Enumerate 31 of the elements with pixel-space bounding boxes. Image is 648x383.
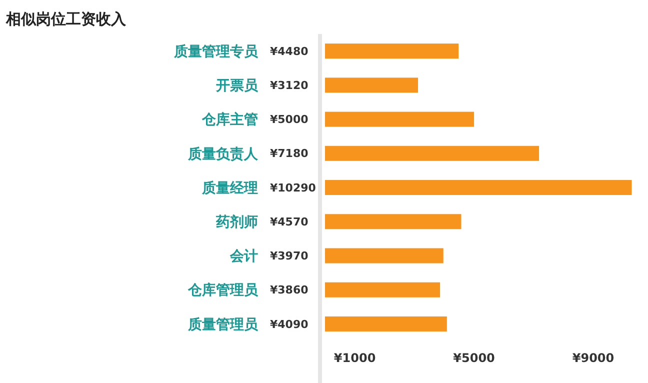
x-tick-label: ¥1000 xyxy=(334,351,376,366)
data-label: ¥3970 xyxy=(270,250,309,263)
data-label: ¥4090 xyxy=(270,318,309,331)
data-label: ¥5000 xyxy=(270,113,309,126)
bar xyxy=(325,248,444,264)
bar xyxy=(325,146,540,161)
y-tick-label: 质量管理员 xyxy=(187,316,259,333)
text: 相似岗位工资收入 xyxy=(5,10,127,28)
bar xyxy=(325,214,462,230)
data-label: ¥10290 xyxy=(270,181,316,194)
y-tick-label: 药剂师 xyxy=(215,214,258,231)
bar xyxy=(325,112,474,127)
y-tick-label: 会计 xyxy=(229,248,258,265)
y-tick-label: 仓库主管 xyxy=(201,111,258,128)
y-tick-label: 质量负责人 xyxy=(187,145,259,162)
x-tick-label: ¥9000 xyxy=(572,351,614,366)
bar xyxy=(325,180,632,196)
x-tick-label: ¥5000 xyxy=(453,351,495,366)
data-label: ¥7180 xyxy=(270,147,309,160)
y-tick-label: 仓库管理员 xyxy=(187,282,259,299)
bar xyxy=(325,78,418,93)
bar xyxy=(325,316,447,332)
data-label: ¥3860 xyxy=(270,284,309,297)
data-label: ¥3120 xyxy=(270,79,309,92)
bar xyxy=(325,282,440,298)
y-tick-label: 开票员 xyxy=(215,78,259,94)
y-tick-label: 质量管理专员 xyxy=(173,42,259,60)
data-label: ¥4480 xyxy=(270,44,309,58)
data-label: ¥4570 xyxy=(270,215,309,228)
y-tick-label: 质量经理 xyxy=(201,179,258,196)
bar xyxy=(325,44,459,59)
